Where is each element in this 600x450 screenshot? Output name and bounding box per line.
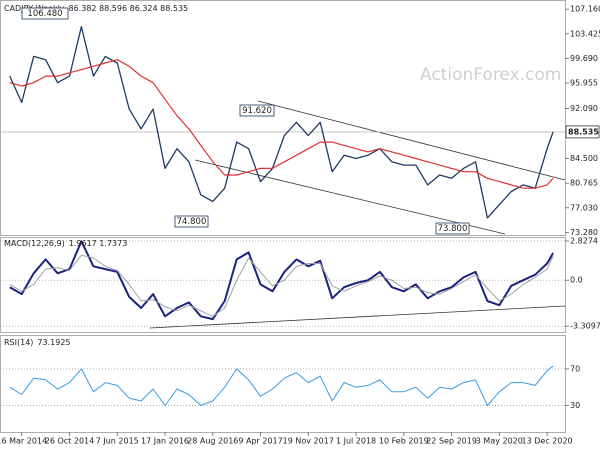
annotation-box	[174, 215, 209, 228]
title: MACD(12,26,9)	[4, 239, 65, 248]
series-line	[9, 26, 554, 219]
y-tick-label: 80.765	[570, 179, 598, 188]
price-frame	[0, 0, 566, 236]
y-tick-label: 99.690	[570, 54, 598, 63]
annotation-box	[21, 7, 69, 20]
rsi-header: RSI(14) 73.1925	[4, 338, 71, 347]
channel-upper	[257, 100, 566, 181]
y-tick-label: 103.425	[570, 29, 600, 38]
x-tick-label: 1 Jul 2018	[336, 437, 376, 446]
y-tick-label: -3.3097	[570, 322, 600, 331]
y-tick-label: 95.955	[570, 79, 598, 88]
annotation: 91.620	[242, 106, 272, 116]
x-tick-label: 19 Nov 2017	[283, 437, 334, 446]
y-tick-label: 70	[570, 364, 580, 373]
y-tick-label: 84.500	[570, 154, 598, 163]
x-tick-label: 7 Jun 2015	[96, 437, 139, 446]
rsi-frame	[0, 335, 566, 433]
series-line	[9, 240, 554, 321]
annotation-box	[239, 104, 275, 117]
annotation: 74.800	[177, 217, 207, 227]
watermark: ActionForex.com	[420, 65, 561, 85]
x-tick-label: 16 Mar 2014	[0, 437, 47, 446]
macd-header: MACD(12,26,9) 1.9617 1.7373	[4, 239, 127, 248]
title: RSI(14)	[4, 338, 33, 347]
x-tick-label: 17 Jan 2016	[141, 437, 189, 446]
x-tick-label: 26 Oct 2014	[45, 437, 94, 446]
macd-frame	[0, 237, 566, 333]
x-tick-label: 9 Apr 2017	[238, 437, 282, 446]
x-tick-label: 13 Dec 2020	[522, 437, 573, 446]
subtitle: 1.9617 1.7373	[69, 239, 128, 248]
x-tick-label: 10 Feb 2019	[379, 437, 429, 446]
y-tick-label: 107.160	[570, 5, 600, 14]
x-tick-label: 28 Aug 2016	[187, 437, 238, 446]
current-box	[565, 125, 600, 139]
series-line	[9, 59, 554, 189]
annotation: 73.800	[438, 224, 468, 234]
y-tick-label: 92.090	[570, 104, 598, 113]
x-tick-label: 3 May 2020	[476, 437, 523, 446]
y-tick-label: 77.030	[570, 203, 598, 212]
current-label: 88.535	[568, 127, 599, 136]
y-tick-label: 2.8274	[570, 236, 598, 245]
series-line	[9, 365, 554, 406]
x-tick-label: 22 Sep 2019	[426, 437, 477, 446]
annotation-box	[435, 222, 470, 235]
subtitle: 73.1925	[37, 338, 70, 347]
y-tick-label: 0.0	[570, 276, 583, 285]
y-tick-label: 30	[570, 401, 580, 410]
y-tick-label: 73.280	[570, 228, 598, 237]
annotation: 106.480	[27, 9, 62, 19]
macd-trendline	[149, 305, 566, 329]
series-line	[9, 254, 554, 317]
subtitle: 86.382 88.596 86.324 88.535	[69, 4, 189, 13]
